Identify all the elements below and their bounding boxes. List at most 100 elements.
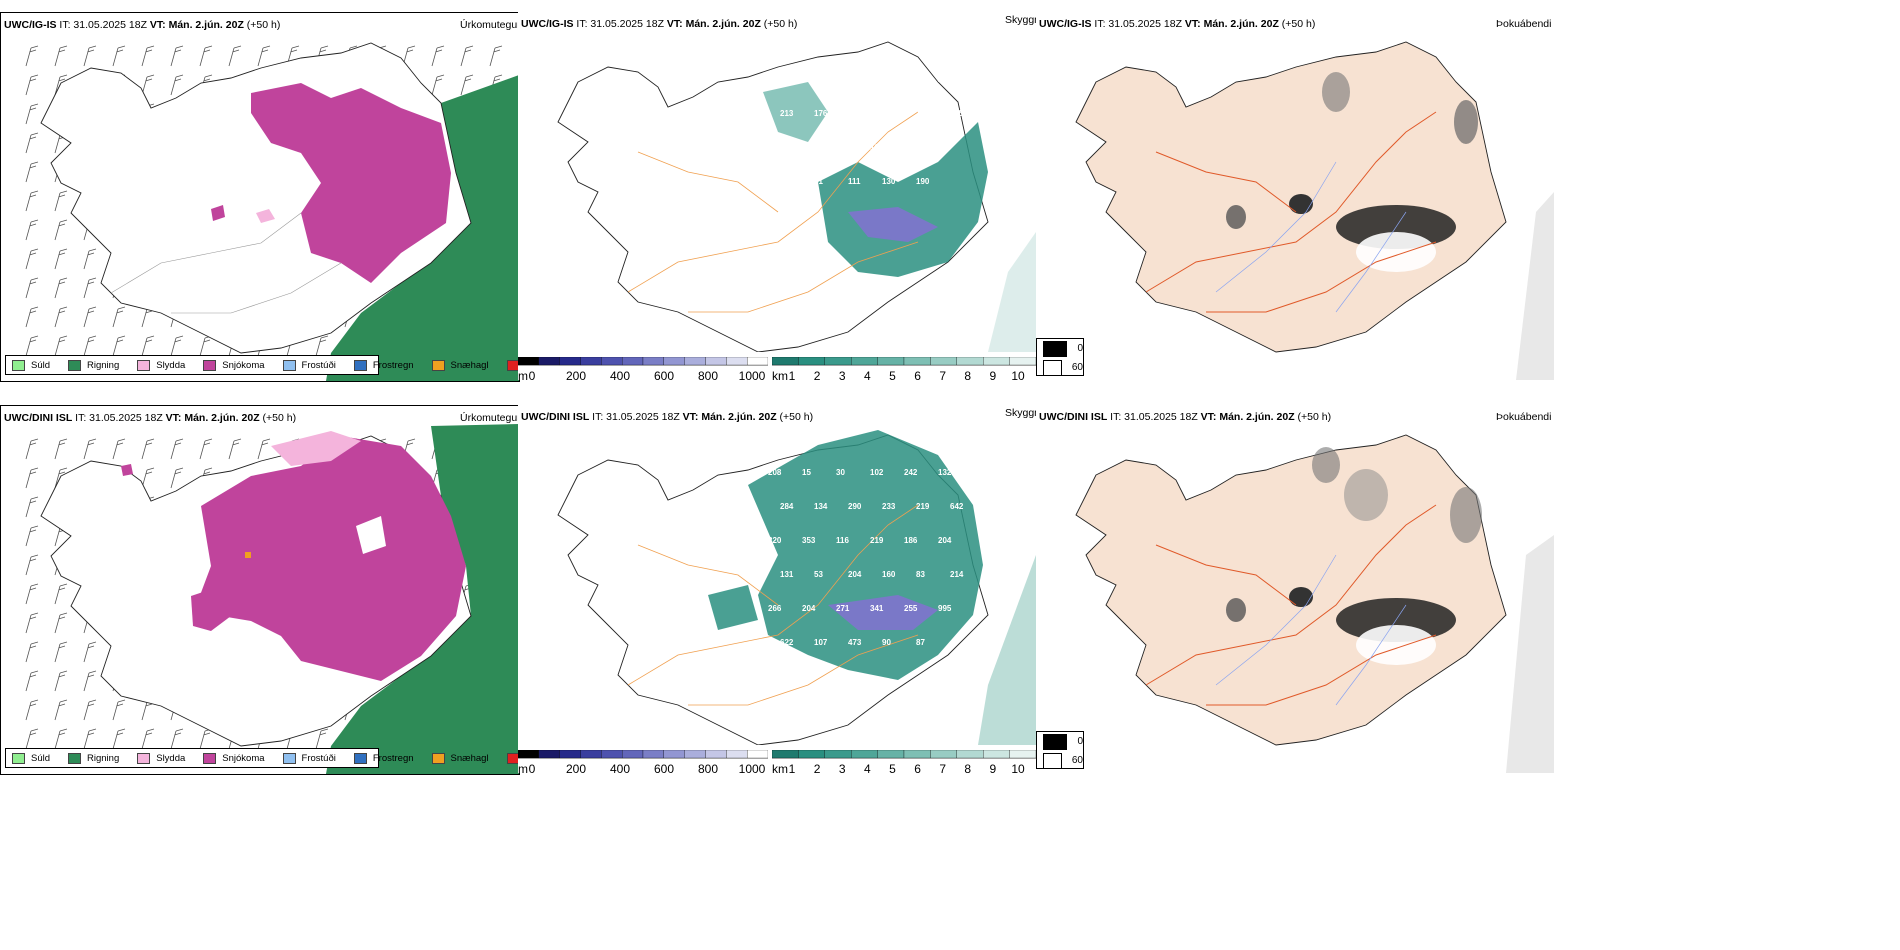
- cloud-base-label: 163: [904, 143, 918, 152]
- fog-header-row2: UWC/DINI ISL IT: 31.05.2025 18Z VT: Mán.…: [1039, 411, 1332, 423]
- legend-label: Snjókoma: [222, 359, 265, 371]
- precip-legend-item: Snjókoma: [203, 359, 265, 371]
- legend-label: Rigning: [87, 359, 120, 371]
- legend-swatch: [353, 752, 367, 764]
- precip-legend-item: Frostregn: [353, 359, 414, 371]
- wind-barb: [25, 335, 39, 357]
- colorbar-segment: [772, 750, 799, 759]
- wind-barb: [170, 74, 184, 96]
- visibility-panel-row2: UWC/DINI ISL IT: 31.05.2025 18Z VT: Mán.…: [518, 405, 1036, 773]
- colorbar-segment: [726, 750, 748, 759]
- wind-barb: [141, 74, 155, 96]
- vis-colorbar-gradient: [772, 750, 1036, 759]
- roads-orange: [627, 504, 919, 706]
- fog-title-row2: Þokuábendi: [1496, 411, 1552, 423]
- colorbar-tick: 9: [989, 369, 997, 380]
- cloud-base-label: 139: [768, 75, 782, 84]
- colorbar-tick: 1000: [738, 762, 766, 773]
- wind-barb: [83, 306, 97, 328]
- cloud-base-label: 219: [916, 502, 930, 511]
- cloud-base-label: 622: [780, 638, 794, 647]
- colorbar-tick: 2: [813, 369, 821, 380]
- cloud-base-label: 162: [916, 109, 930, 118]
- colorbar-segment: [663, 750, 685, 759]
- precip-legend-item: Snæhagl: [431, 359, 489, 371]
- colorbar-segment: [622, 750, 644, 759]
- wind-barb: [83, 728, 97, 750]
- sea-fog-right: [988, 232, 1036, 352]
- legend-swatch: [68, 752, 82, 764]
- cloud-base-label: 204: [802, 604, 816, 613]
- cloud-base-label: 15: [802, 468, 811, 477]
- precip-title-row1: Úrkomutegund: [460, 19, 519, 31]
- colorbar-tick: 800: [697, 369, 719, 380]
- precip-legend-item: Rigning: [68, 752, 119, 764]
- colorbar-segment: [903, 750, 931, 759]
- wind-barb: [141, 45, 155, 67]
- cloud-base-label: 130: [882, 177, 896, 186]
- legend-swatch: [431, 359, 445, 371]
- colorbar-tick: 600: [653, 762, 675, 773]
- fog-panel-row1: UWC/IG-IS IT: 31.05.2025 18Z VT: Mán. 2.…: [1036, 12, 1554, 380]
- cloud-base-label: 242: [904, 468, 918, 477]
- wind-barb: [54, 74, 68, 96]
- wind-barb: [25, 438, 39, 460]
- vis-colorbar-row1: km 1 2 3 4 5 6 7 8 9 10: [772, 357, 1036, 380]
- cloud-base-label: 353: [802, 536, 816, 545]
- colorbar-segment: [580, 357, 602, 366]
- legend-swatch: [203, 752, 217, 764]
- legend-label: Frostúði: [301, 359, 336, 371]
- wind-barb: [25, 74, 39, 96]
- snow-area: [196, 436, 466, 681]
- cloud-base-label: 53: [814, 570, 823, 579]
- precip-header-row2: UWC/DINI ISL IT: 31.05.2025 18Z VT: Mán.…: [4, 412, 297, 424]
- colorbar-segment: [956, 357, 984, 366]
- legend-label: Snæhagl: [450, 752, 489, 764]
- cloud-base-label: 190: [916, 177, 930, 186]
- cloud-base-label: 473: [848, 638, 862, 647]
- fog-legend-item: 60: [1037, 751, 1083, 770]
- cloud-base-label: 132: [938, 468, 952, 477]
- snow-area-small: [211, 205, 225, 221]
- wind-barb: [112, 438, 126, 460]
- cloud-base-label: 59: [780, 177, 789, 186]
- vis-unit: km: [772, 369, 788, 380]
- colorbar-segment: [622, 357, 644, 366]
- legend-label: Snjókoma: [222, 752, 265, 764]
- wind-barb: [54, 670, 68, 692]
- colorbar-segment: [642, 357, 664, 366]
- wind-barb: [25, 277, 39, 299]
- visibility-map-row2: 208 15 30 102 242 132 284 134 290 233 219 642 220 353…: [557, 430, 1036, 745]
- cloud-base-label: 222: [836, 143, 850, 152]
- colorbar-segment: [983, 357, 1010, 366]
- legend-label: Frostregn: [372, 359, 414, 371]
- colorbar-segment: [684, 357, 706, 366]
- colorbar-tick: 7: [939, 762, 946, 773]
- sleet-patch: [245, 552, 251, 558]
- wind-barb: [228, 45, 242, 67]
- wind-barb: [199, 438, 213, 460]
- legend-label: Súld: [31, 359, 51, 371]
- wind-barb: [25, 467, 39, 489]
- precip-legend-item: Frostúði: [282, 752, 336, 764]
- sea-fog-right: [1506, 535, 1554, 773]
- colorbar-segment: [705, 750, 727, 759]
- cloud-base-label: 118: [938, 143, 951, 152]
- colorbar-tick: 1: [788, 762, 796, 773]
- low-cloud-west: [708, 585, 758, 630]
- cloud-base-label: 209: [882, 109, 896, 118]
- cloud-base-label: 107: [814, 638, 828, 647]
- fog-header-row1: UWC/IG-IS IT: 31.05.2025 18Z VT: Mán. 2.…: [1039, 18, 1316, 30]
- precip-legend-item: Frostregn: [353, 752, 414, 764]
- colorbar-tick: 200: [565, 762, 587, 773]
- legend-label: Slydda: [156, 359, 186, 371]
- height-colorbar-row2: m 0 200 400 600 800 1000: [518, 750, 768, 773]
- cloud-base-label: 112: [904, 75, 917, 84]
- wind-barb: [431, 45, 445, 67]
- cloud-base-label: 105: [870, 143, 884, 152]
- colorbar-segment: [538, 357, 560, 366]
- cloud-base-label: 111: [848, 177, 861, 186]
- wind-barb: [83, 335, 97, 357]
- vis-colorbar-gradient: [772, 357, 1036, 366]
- colorbar-segment: [851, 357, 878, 366]
